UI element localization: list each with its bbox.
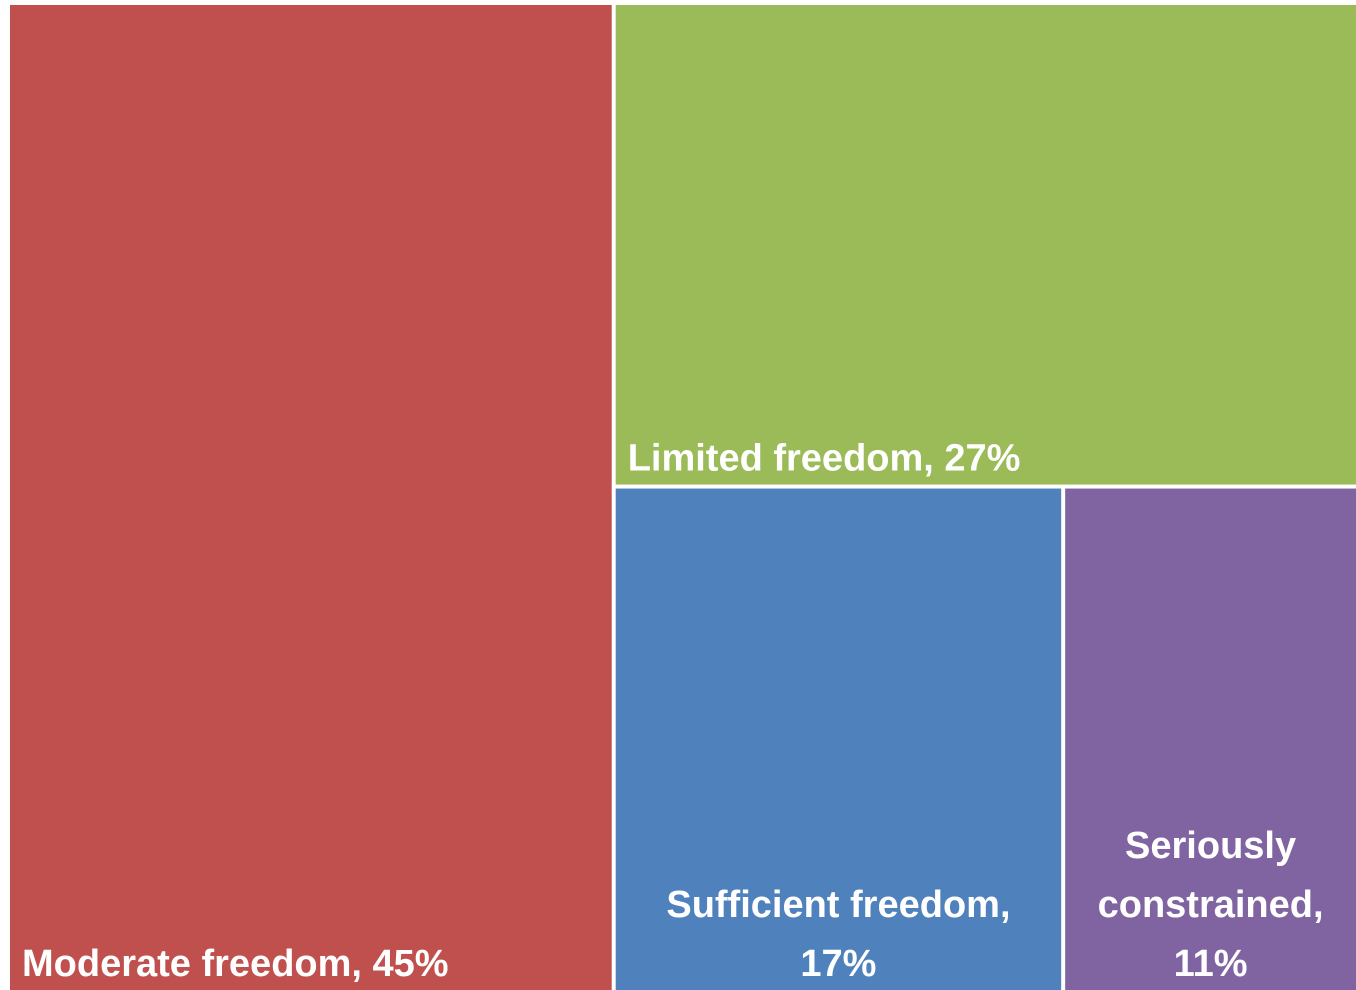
treemap-tile	[615, 488, 1062, 990]
treemap-tile	[10, 5, 612, 990]
tile-label: Limited freedom, 27%	[628, 438, 1021, 480]
tile-label: Sufficient freedom,	[666, 884, 1010, 926]
tile-label: Seriously	[1125, 825, 1296, 867]
tile-label: Moderate freedom, 45%	[22, 943, 449, 985]
treemap-tile	[1065, 488, 1356, 990]
tile-label: constrained,	[1098, 884, 1324, 926]
tile-label: 17%	[800, 943, 876, 985]
treemap-tile	[615, 5, 1356, 485]
tile-label: 11%	[1174, 943, 1248, 985]
